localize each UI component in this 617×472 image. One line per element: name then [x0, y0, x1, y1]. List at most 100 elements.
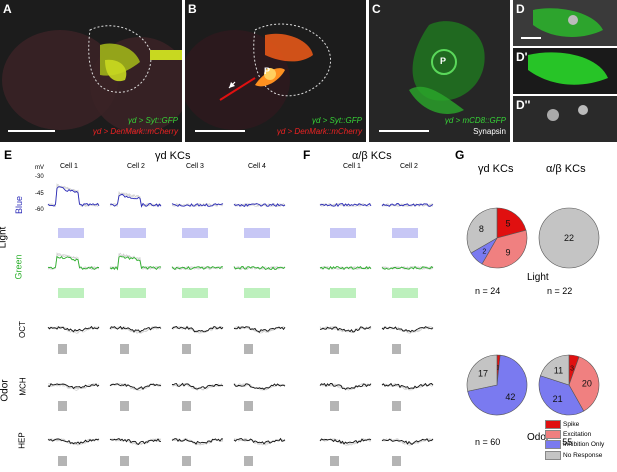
- odor-stim-bar: [392, 401, 401, 411]
- trace-line: [319, 382, 372, 390]
- axis-unit: mV: [35, 165, 44, 171]
- green-stim-bar: [58, 288, 84, 298]
- trace-line: [109, 383, 162, 390]
- green-stim-bar: [244, 288, 270, 298]
- green-stim-bar: [182, 288, 208, 298]
- trace-line: [171, 325, 224, 333]
- caption-c-white: Synapsin: [473, 127, 506, 136]
- panel-c-image: C P γd > mCD8::GFP Synapsin: [369, 0, 510, 142]
- pie-n-0: n = 24: [475, 286, 501, 296]
- caption-a-red: γd > DenMark::mCherry: [92, 127, 178, 136]
- axis-tick-45: -45: [35, 191, 44, 197]
- pie-slice-inhibition-only: [467, 354, 528, 416]
- trace-line: [109, 255, 162, 271]
- legend-item-inhibition: Inhibition Only: [545, 440, 604, 450]
- axis-tick-30: -30: [35, 174, 44, 180]
- panel-label-g: G: [455, 148, 465, 162]
- green-stim-bar: [392, 288, 418, 298]
- g-col-title-ab: α/β KCs: [546, 163, 586, 175]
- legend-item-spike: Spike: [545, 420, 604, 430]
- panel-label-e: E: [4, 148, 13, 162]
- trace-line: [233, 383, 286, 391]
- trace-line: [47, 438, 100, 446]
- trace-line: [233, 266, 286, 271]
- pie-value-label: 1: [496, 365, 500, 372]
- panel-label-b: B: [188, 2, 197, 16]
- panel-label-c: C: [372, 2, 381, 16]
- g-odor-label: Odor: [527, 432, 550, 443]
- trace-line: [171, 266, 224, 271]
- pie-slice-no-response: [466, 207, 498, 254]
- trace-line: [233, 437, 286, 445]
- odor-stim-bar: [58, 456, 67, 466]
- pie-value-label: 5: [505, 219, 510, 229]
- cell-e2: Cell 2: [127, 163, 145, 170]
- trace-line: [171, 438, 224, 445]
- odor-stim-bar: [392, 456, 401, 466]
- pie-n-1: n = 22: [547, 286, 573, 296]
- trace-line: [319, 202, 372, 208]
- legend-item-none: No Response: [545, 450, 604, 461]
- blue-stim-bar: [182, 228, 208, 238]
- odor-stim-bar: [120, 344, 129, 354]
- odor-stim-bar: [330, 344, 339, 354]
- trace-line: [319, 326, 372, 333]
- pie-slice-no-response: [540, 354, 570, 386]
- panel-label-d1: D': [516, 50, 528, 64]
- panel-label-f: F: [303, 148, 311, 162]
- pie-value-label: 9: [505, 247, 510, 257]
- trace-line: [319, 383, 372, 391]
- panel-label-d2: D'': [516, 98, 531, 112]
- trace-line: [319, 266, 372, 271]
- pie-slice-inhibition-only: [538, 375, 585, 416]
- pie-n-2: n = 60: [475, 437, 501, 447]
- caption-c-green: γd > mCD8::GFP: [444, 116, 506, 125]
- green-stim-bar: [120, 288, 146, 298]
- marker-p-c: P: [440, 56, 447, 66]
- trace-line: [233, 203, 286, 207]
- trace-line: [109, 438, 162, 445]
- trace-line: [233, 438, 286, 446]
- blue-stim-bar: [330, 228, 356, 238]
- trace-line: [47, 255, 99, 270]
- blue-stim-bar: [58, 228, 84, 238]
- pie-value-label: 42: [505, 392, 515, 402]
- pie-slice-excitation: [568, 356, 600, 412]
- trace-line: [47, 383, 100, 390]
- pie-value-label: 17: [478, 369, 488, 379]
- cell-f1: Cell 1: [343, 163, 361, 170]
- caption-b-green: γd > Syt::GFP: [311, 116, 362, 125]
- odor-stim-bar: [182, 344, 191, 354]
- trace-line: [319, 438, 372, 445]
- pie-slice-no-response: [538, 207, 600, 269]
- blue-stim-bar: [244, 228, 270, 238]
- pie-value-label: 8: [479, 224, 484, 234]
- axis-tick-60: -60: [35, 207, 44, 213]
- legend-item-excitation: Excitation: [545, 430, 604, 440]
- pie-value-label: 21: [553, 394, 563, 404]
- trace-line: [171, 326, 224, 334]
- trace-line: [171, 382, 224, 390]
- trace-line: [381, 265, 434, 270]
- caption-a-green: γd > Syt::GFP: [127, 116, 178, 125]
- g-col-title-gd: γd KCs: [478, 163, 514, 175]
- odor-stim-bar: [244, 401, 253, 411]
- odor-stim-bar: [182, 401, 191, 411]
- trace-line: [319, 265, 372, 271]
- trace-line: [47, 383, 100, 390]
- panel-label-a: A: [3, 2, 12, 16]
- odor-stim-bar: [330, 401, 339, 411]
- odor-stim-bar: [58, 344, 67, 354]
- blue-stim-bar: [120, 228, 146, 238]
- trace-line: [109, 437, 162, 445]
- panel-label-d: D: [516, 2, 525, 16]
- trace-line: [319, 326, 372, 333]
- pie-value-label: 2: [482, 249, 486, 256]
- panel-b-image: B P γd > Syt::GFP γd > DenMark::mCherry: [185, 0, 366, 142]
- pie-value-label: 11: [554, 365, 563, 375]
- trace-line: [381, 438, 434, 445]
- trace-line: [381, 203, 434, 207]
